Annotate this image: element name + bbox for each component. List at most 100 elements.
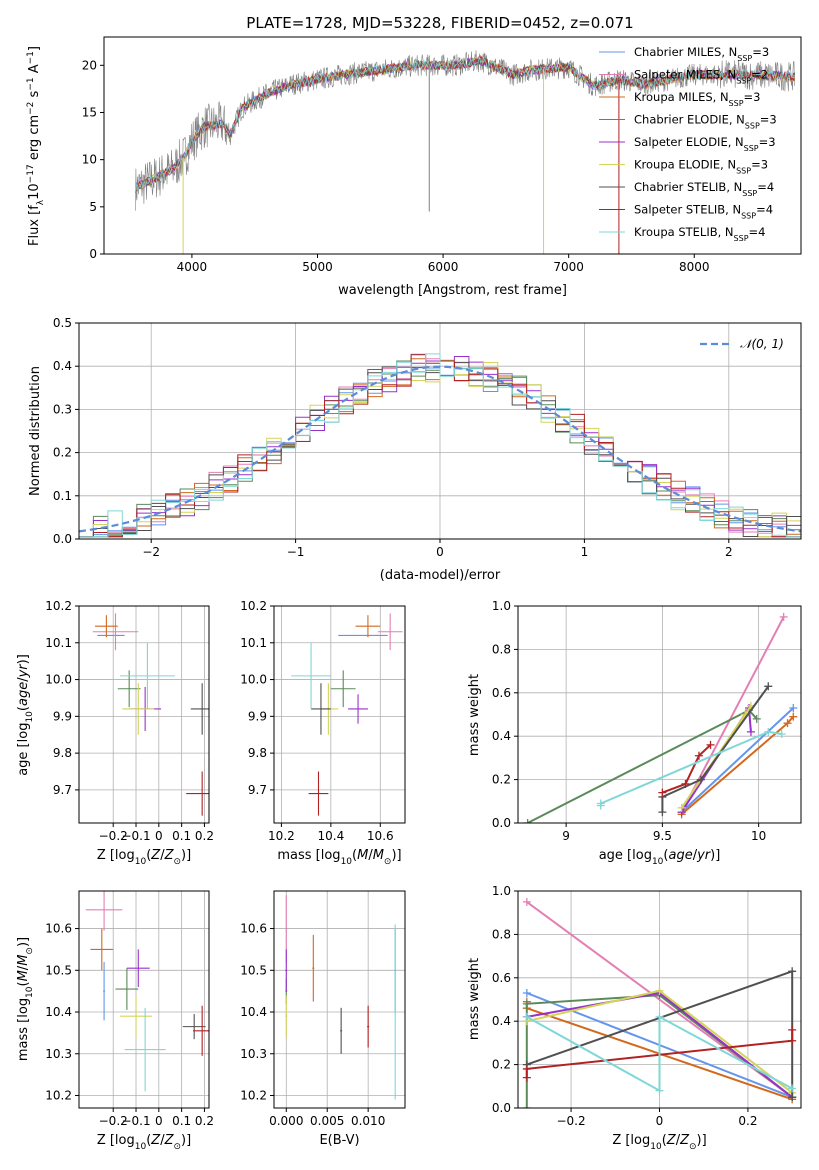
series-kroupa-stelib (596, 727, 786, 810)
error-cross-salpeter-miles (85, 891, 123, 931)
y-tick-label: 10 (82, 153, 97, 167)
error-cross-kroupa-elodie (120, 995, 152, 1038)
plus-marker (788, 1093, 797, 1102)
x-axis-label: Z [log10(Z/Z⊙)] (97, 1133, 191, 1152)
y-tick-label: 10.2 (240, 1088, 267, 1102)
plus-marker (783, 719, 792, 728)
plus-marker (523, 819, 532, 823)
plus-marker (696, 775, 705, 784)
error-cross-salpeter-miles (377, 613, 403, 651)
plus-marker (752, 714, 761, 723)
plus-marker (655, 1086, 664, 1095)
panel-mass_weight_vs_Z: −0.2 0 0.2 0.0 0.2 0.4 0.6 0.8 1.0 Z [log10(Z/Z⊙)… (467, 884, 802, 1152)
y-tick-label: 10.3 (45, 1047, 72, 1061)
plot-area (85, 891, 209, 1092)
error-cross-salpeter-elodie (126, 949, 150, 987)
panel-mass_vs_Z: −0.2−0.1 0 0.1 0.2 10.2 10.3 10.4 10.5 10.6 Z [lo… (16, 890, 214, 1152)
error-cross-kroupa-miles (355, 615, 381, 638)
y-tick-label: 10.1 (240, 636, 267, 650)
normal-curve (79, 365, 801, 533)
y-tick-label: 0.0 (53, 532, 72, 546)
x-axis-label: Z [log10(Z/Z⊙)] (97, 848, 191, 867)
y-axis-label: mass weight (467, 674, 482, 756)
panel-age_vs_Z: −0.2−0.1 0 0.1 0.2 9.7 9.8 9.9 10.0 10.1 10.2 Z [l… (16, 599, 214, 867)
plus-marker (655, 986, 664, 995)
x-tick-label: 9.5 (653, 829, 672, 843)
x-tick-label: 0 (656, 1114, 664, 1128)
x-tick-label: 9 (562, 829, 570, 843)
plot-area (522, 897, 797, 1108)
plus-marker (522, 897, 531, 906)
y-tick-label: 10.4 (240, 1005, 267, 1019)
error-cross-chabrier-miles (103, 961, 106, 1021)
x-tick-label: 0.000 (269, 1114, 303, 1128)
legend-label: Kroupa ELODIE, NSSP=3 (634, 158, 768, 176)
plot-area (135, 50, 796, 254)
x-tick-label: −0.1 (121, 829, 150, 843)
plus-marker (788, 1025, 797, 1034)
y-tick-label: 0.5 (53, 316, 72, 330)
y-tick-label: 10.4 (45, 1005, 72, 1019)
y-tick-label: 0.4 (53, 359, 72, 373)
plus-marker (658, 808, 667, 817)
error-cross-chabrier-elodie (117, 670, 141, 708)
figure-title: PLATE=1728, MJD=53228, FIBERID=0452, z=0… (246, 14, 633, 32)
legend-label: Chabrier STELIB, NSSP=4 (634, 180, 774, 198)
plus-marker (655, 1012, 664, 1021)
panel-spectrum: Chabrier MILES, NSSP=3 Salpeter MILES, NS… (26, 36, 802, 298)
x-tick-label: −1 (287, 545, 305, 559)
x-tick-label: 0 (436, 545, 444, 559)
y-tick-label: 0.2 (53, 446, 72, 460)
legend-label: Salpeter STELIB, NSSP=4 (634, 203, 773, 221)
series-kroupa-stelib (522, 1012, 797, 1095)
error-cross-salpeter-stelib (367, 1005, 370, 1048)
y-tick-label: 10.2 (45, 599, 72, 613)
y-tick-label: 9.9 (248, 709, 267, 723)
y-tick-label: 0.8 (492, 927, 511, 941)
panel-residuals: −2 −1 0 1 2 0.0 0.1 0.2 0.3 0.4 0.5 𝒩(0, 1) (data-mo… (28, 316, 802, 583)
error-cross-chabrier-stelib (340, 1007, 343, 1054)
error-cross-kroupa-stelib (120, 642, 175, 709)
panel-age_vs_mass: 10.2 10.4 10.6 9.7 9.8 9.9 10.0 10.1 10.2 mass [l… (240, 599, 406, 867)
x-tick-label: 10.2 (268, 829, 295, 843)
histogram-kroupa-stelib (79, 353, 801, 538)
error-cross-kroupa-miles (90, 928, 114, 971)
y-tick-label: 0.1 (53, 489, 72, 503)
y-tick-label: 10.1 (45, 636, 72, 650)
error-cross-chabrier-elodie (330, 670, 356, 708)
error-cross-kroupa-miles (312, 934, 315, 1002)
error-cross-salpeter-elodie (348, 694, 368, 724)
x-tick-label: 0 (155, 829, 163, 843)
y-tick-label: 0.0 (492, 1101, 511, 1115)
x-tick-label: 0.1 (172, 829, 191, 843)
x-tick-label: 1 (581, 545, 589, 559)
y-tick-label: 0.2 (492, 773, 511, 787)
y-tick-label: 10.0 (45, 673, 72, 687)
error-cross-chabrier-stelib (311, 683, 331, 735)
x-tick-label: 0.010 (351, 1114, 385, 1128)
x-axis-label: mass [log10(M/M⊙)] (277, 848, 401, 867)
error-cross-kroupa-elodie (285, 995, 288, 1038)
error-cross-kroupa-stelib (124, 1007, 166, 1092)
x-tick-label: 4000 (177, 260, 208, 274)
y-tick-label: 10.5 (240, 963, 267, 977)
error-cross-kroupa-stelib (291, 642, 331, 709)
error-cross-kroupa-stelib (394, 924, 397, 1100)
x-tick-label: 5000 (302, 260, 333, 274)
y-tick-label: 0.2 (492, 1058, 511, 1072)
legend-label: Chabrier MILES, NSSP=3 (634, 45, 769, 63)
series-line (662, 744, 712, 794)
y-tick-label: 9.8 (248, 746, 267, 760)
x-axis-label: E(B-V) (319, 1133, 359, 1148)
legend-label: Kroupa MILES, NSSP=3 (634, 90, 760, 108)
plus-marker (681, 779, 690, 788)
error-cross-kroupa-miles (94, 615, 118, 638)
axes-frame (273, 605, 406, 824)
plus-marker (789, 703, 798, 712)
x-tick-label: 10.4 (317, 829, 344, 843)
axes-frame (78, 605, 210, 824)
x-tick-label: 6000 (428, 260, 459, 274)
y-tick-label: 10.0 (240, 673, 267, 687)
model-spectrum-salpeter-stelib (135, 54, 796, 193)
plus-marker (658, 788, 667, 797)
